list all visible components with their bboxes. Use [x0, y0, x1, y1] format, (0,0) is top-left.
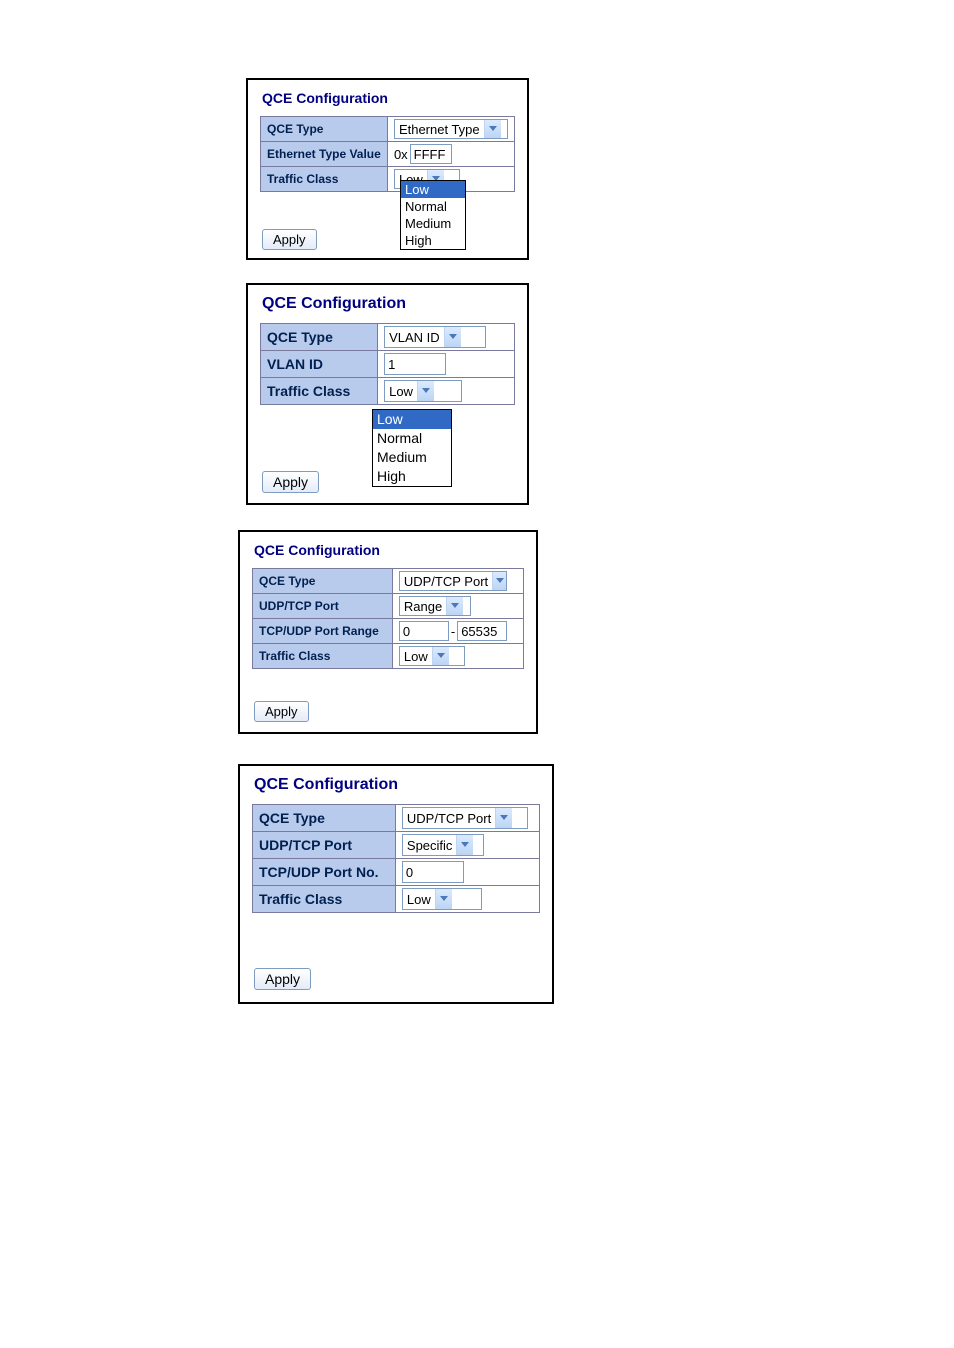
label-port-range: TCP/UDP Port Range [253, 619, 393, 644]
panel-title: QCE Configuration [262, 295, 515, 313]
chevron-down-icon [417, 381, 434, 401]
label-traffic-class: Traffic Class [261, 167, 388, 192]
label-udp-tcp-port: UDP/TCP Port [253, 594, 393, 619]
qce-type-select[interactable]: UDP/TCP Port [399, 571, 507, 591]
config-table: QCE Type UDP/TCP Port UDP/TCP Port Speci… [252, 804, 540, 913]
field-vlan-id: 1 [378, 351, 515, 378]
qce-config-panel-3: QCE Configuration QCE Type UDP/TCP Port … [238, 530, 538, 734]
label-eth-value: Ethernet Type Value [261, 142, 388, 167]
dropdown-option[interactable]: Normal [373, 429, 451, 448]
qce-type-select[interactable]: Ethernet Type [394, 119, 508, 139]
dropdown-option[interactable]: Medium [373, 448, 451, 467]
field-qce-type: Ethernet Type [387, 117, 514, 142]
label-qce-type: QCE Type [261, 324, 378, 351]
label-qce-type: QCE Type [261, 117, 388, 142]
udp-tcp-port-select-value: Specific [403, 835, 457, 855]
port-range-to-input[interactable]: 65535 [457, 621, 507, 641]
chevron-down-icon [446, 597, 463, 615]
qce-config-panel-1: QCE Configuration QCE Type Ethernet Type… [246, 78, 529, 260]
field-qce-type: UDP/TCP Port [392, 569, 523, 594]
label-qce-type: QCE Type [253, 805, 396, 832]
eth-value-input[interactable]: FFFF [410, 144, 452, 164]
chevron-down-icon [492, 572, 506, 590]
traffic-class-select[interactable]: Low [399, 646, 465, 666]
qce-type-select-value: Ethernet Type [395, 120, 484, 138]
label-traffic-class: Traffic Class [261, 378, 378, 405]
port-range-from-input[interactable]: 0 [399, 621, 449, 641]
field-udp-tcp-port: Specific [395, 832, 539, 859]
qce-type-select-value: VLAN ID [385, 327, 444, 347]
chevron-down-icon [444, 327, 461, 347]
panel-title: QCE Configuration [262, 90, 515, 106]
qce-type-select-value: UDP/TCP Port [403, 808, 495, 828]
qce-type-select[interactable]: UDP/TCP Port [402, 807, 528, 829]
traffic-class-dropdown[interactable]: Low Normal Medium High [372, 409, 452, 487]
field-eth-value: 0xFFFF [387, 142, 514, 167]
dropdown-option[interactable]: Low [401, 181, 465, 198]
chevron-down-icon [435, 889, 452, 909]
udp-tcp-port-select[interactable]: Range [399, 596, 471, 616]
field-qce-type: UDP/TCP Port [395, 805, 539, 832]
traffic-class-select-value: Low [403, 889, 435, 909]
traffic-class-select-value: Low [400, 647, 432, 665]
qce-config-panel-2: QCE Configuration QCE Type VLAN ID VLAN … [246, 283, 529, 505]
label-port-no: TCP/UDP Port No. [253, 859, 396, 886]
traffic-class-select[interactable]: Low [402, 888, 482, 910]
chevron-down-icon [495, 808, 512, 828]
chevron-down-icon [432, 647, 449, 665]
config-table: QCE Type Ethernet Type Ethernet Type Val… [260, 116, 515, 192]
vlan-id-input[interactable]: 1 [384, 353, 446, 375]
port-no-input[interactable]: 0 [402, 861, 464, 883]
range-dash: - [449, 624, 457, 639]
udp-tcp-port-select-value: Range [400, 597, 446, 615]
hex-prefix: 0x [394, 147, 408, 162]
udp-tcp-port-select[interactable]: Specific [402, 834, 484, 856]
qce-config-panel-4: QCE Configuration QCE Type UDP/TCP Port … [238, 764, 554, 1004]
field-traffic-class: Low [378, 378, 515, 405]
field-udp-tcp-port: Range [392, 594, 523, 619]
config-table: QCE Type UDP/TCP Port UDP/TCP Port Range [252, 568, 524, 669]
config-table: QCE Type VLAN ID VLAN ID 1 Traffic Class… [260, 323, 515, 405]
field-traffic-class: Low [392, 644, 523, 669]
panel-title: QCE Configuration [254, 776, 540, 794]
label-udp-tcp-port: UDP/TCP Port [253, 832, 396, 859]
label-qce-type: QCE Type [253, 569, 393, 594]
traffic-class-select-value: Low [385, 381, 417, 401]
dropdown-option[interactable]: High [401, 232, 465, 249]
field-port-range: 0-65535 [392, 619, 523, 644]
label-traffic-class: Traffic Class [253, 644, 393, 669]
apply-button[interactable]: Apply [254, 701, 309, 722]
apply-button[interactable]: Apply [254, 968, 311, 990]
dropdown-option[interactable]: Medium [401, 215, 465, 232]
dropdown-option[interactable]: Normal [401, 198, 465, 215]
dropdown-option[interactable]: High [373, 467, 451, 486]
chevron-down-icon [484, 120, 501, 138]
qce-type-select-value: UDP/TCP Port [400, 572, 492, 590]
qce-type-select[interactable]: VLAN ID [384, 326, 486, 348]
label-traffic-class: Traffic Class [253, 886, 396, 913]
chevron-down-icon [456, 835, 473, 855]
traffic-class-dropdown[interactable]: Low Normal Medium High [400, 180, 466, 250]
traffic-class-select[interactable]: Low [384, 380, 462, 402]
field-port-no: 0 [395, 859, 539, 886]
dropdown-option[interactable]: Low [373, 410, 451, 429]
apply-button[interactable]: Apply [262, 229, 317, 250]
field-traffic-class: Low [395, 886, 539, 913]
panel-title: QCE Configuration [254, 542, 524, 558]
field-qce-type: VLAN ID [378, 324, 515, 351]
label-vlan-id: VLAN ID [261, 351, 378, 378]
apply-button[interactable]: Apply [262, 471, 319, 493]
